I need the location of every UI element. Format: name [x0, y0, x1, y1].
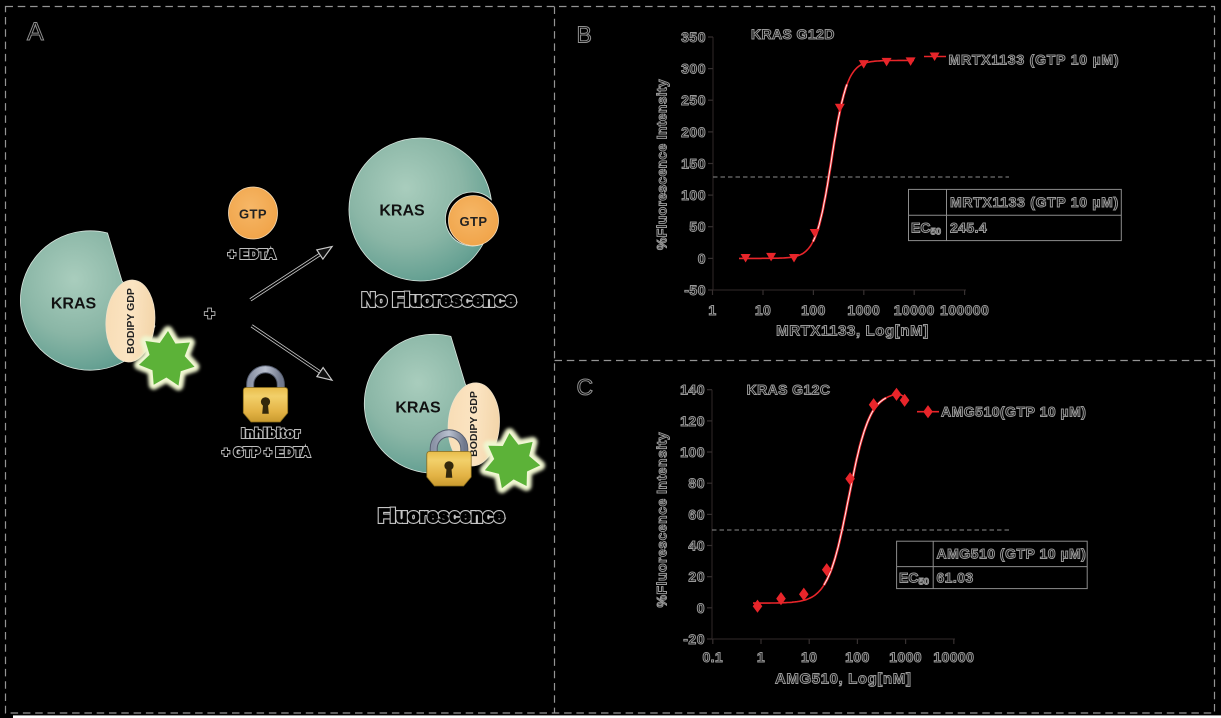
svg-text:300: 300	[681, 61, 706, 77]
svg-text:-20: -20	[683, 631, 705, 647]
svg-text:KRAS G12C: KRAS G12C	[747, 382, 831, 398]
svg-text:0: 0	[697, 600, 705, 616]
svg-text:100000: 100000	[940, 302, 989, 318]
svg-text:C: C	[577, 374, 594, 400]
svg-text:10: 10	[801, 649, 817, 665]
svg-text:No Fluorescence: No Fluorescence	[362, 289, 516, 310]
svg-text:KRAS: KRAS	[379, 203, 425, 220]
svg-text:350: 350	[681, 29, 706, 45]
svg-text:AMG510, Log[nM]: AMG510, Log[nM]	[775, 671, 912, 688]
svg-text:1000: 1000	[847, 302, 880, 318]
svg-text:+: +	[204, 304, 214, 324]
svg-text:B: B	[577, 22, 592, 48]
svg-text:10000: 10000	[894, 302, 935, 318]
svg-text:0.1: 0.1	[702, 649, 723, 665]
svg-text:120: 120	[680, 413, 705, 429]
svg-text:+ GTP + EDTA: + GTP + EDTA	[222, 446, 310, 460]
svg-text:A: A	[27, 18, 44, 46]
svg-text:1000: 1000	[889, 649, 922, 665]
svg-text:100: 100	[680, 444, 705, 460]
svg-text:100: 100	[801, 302, 826, 318]
svg-text:150: 150	[681, 156, 706, 172]
svg-text:%Fluorescence Intensity: %Fluorescence Intensity	[654, 432, 670, 608]
svg-text:1: 1	[757, 649, 765, 665]
svg-text:40: 40	[688, 538, 705, 554]
svg-text:Inhibitor: Inhibitor	[241, 426, 300, 441]
svg-text:KRAS G12D: KRAS G12D	[751, 26, 835, 42]
svg-text:200: 200	[681, 124, 706, 140]
svg-text:GTP: GTP	[239, 207, 267, 222]
svg-text:AMG510(GTP 10 µM): AMG510(GTP 10 µM)	[941, 404, 1086, 420]
svg-text:20: 20	[688, 569, 705, 585]
svg-text:GTP: GTP	[460, 214, 488, 229]
svg-text:%Fluorescence Intensity: %Fluorescence Intensity	[654, 79, 670, 250]
svg-text:250: 250	[681, 92, 706, 108]
svg-text:100: 100	[681, 187, 706, 203]
svg-text:BODIPY GDP: BODIPY GDP	[125, 288, 137, 354]
svg-text:0: 0	[698, 250, 706, 266]
svg-text:140: 140	[680, 382, 705, 398]
svg-text:-50: -50	[684, 282, 706, 298]
svg-text:60: 60	[688, 506, 705, 522]
svg-text:50: 50	[689, 219, 706, 235]
svg-text:Inhibitor: Inhibitor	[241, 426, 300, 441]
svg-text:No Fluorescence: No Fluorescence	[362, 289, 516, 310]
svg-text:10: 10	[755, 302, 771, 318]
svg-text:Fluorescence: Fluorescence	[378, 505, 504, 526]
svg-text:+ GTP + EDTA: + GTP + EDTA	[222, 446, 310, 460]
svg-text:KRAS: KRAS	[395, 400, 441, 417]
svg-text:10000: 10000	[933, 649, 974, 665]
svg-text:+ EDTA: + EDTA	[228, 247, 276, 262]
svg-text:+: +	[204, 304, 214, 324]
svg-text:BODIPY GDP: BODIPY GDP	[468, 391, 480, 457]
svg-text:AMG510 (GTP 10 µM): AMG510 (GTP 10 µM)	[937, 546, 1087, 562]
svg-text:61.03: 61.03	[937, 570, 974, 586]
svg-text:80: 80	[688, 475, 705, 491]
svg-text:MRTX1133 (GTP 10 µM): MRTX1133 (GTP 10 µM)	[950, 194, 1119, 210]
svg-text:Fluorescence: Fluorescence	[378, 505, 504, 526]
svg-text:1: 1	[708, 302, 716, 318]
svg-text:KRAS: KRAS	[51, 296, 97, 313]
svg-text:MRTX1133 (GTP 10 µM): MRTX1133 (GTP 10 µM)	[949, 52, 1120, 68]
svg-text:+ EDTA: + EDTA	[228, 247, 276, 262]
svg-text:100: 100	[845, 649, 870, 665]
svg-text:245.4: 245.4	[950, 220, 987, 236]
svg-text:MRTX1133, Log[nM]: MRTX1133, Log[nM]	[776, 323, 929, 340]
